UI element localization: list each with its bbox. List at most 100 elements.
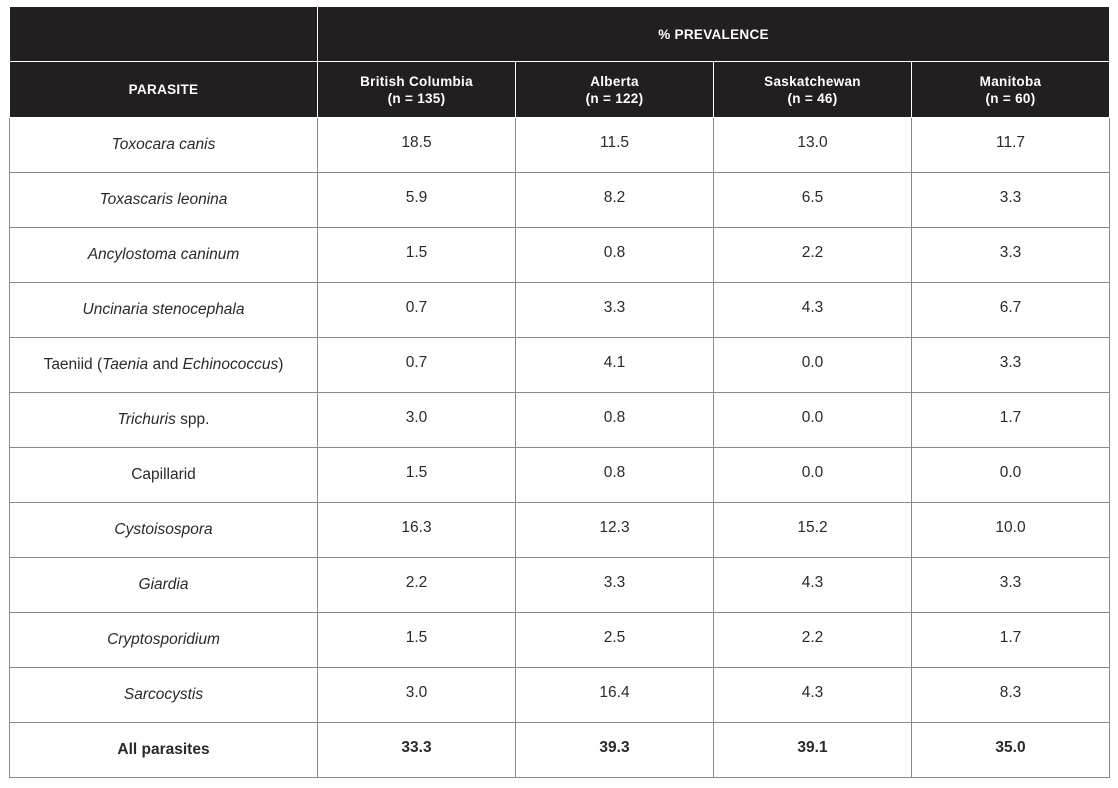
column-header-manitoba: Manitoba (n = 60) — [911, 61, 1110, 118]
column-header-british-columbia: British Columbia (n = 135) — [317, 61, 516, 118]
total-value: 39.1 — [713, 722, 912, 778]
parasite-name: Toxascaris leonina — [9, 172, 318, 228]
parasite-name: Toxocara canis — [9, 117, 318, 173]
table-row: Ancylostoma caninum 1.5 0.8 2.2 3.3 — [9, 227, 1110, 283]
column-sample-size: (n = 60) — [985, 90, 1036, 106]
prevalence-value: 8.2 — [515, 172, 714, 228]
parasite-name-italic: Giardia — [138, 576, 189, 593]
table-row: Toxascaris leonina 5.9 8.2 6.5 3.3 — [9, 172, 1110, 228]
prevalence-value: 11.7 — [911, 117, 1110, 173]
total-value: 33.3 — [317, 722, 516, 778]
parasite-name-italic: Cystoisospora — [114, 521, 213, 538]
parasite-name: Sarcocystis — [9, 667, 318, 723]
parasite-name-italic: Toxascaris leonina — [99, 191, 228, 208]
prevalence-value: 3.3 — [515, 282, 714, 338]
total-label: All parasites — [9, 722, 318, 778]
prevalence-value: 2.2 — [317, 557, 516, 613]
column-name: Alberta — [590, 73, 639, 89]
column-name: British Columbia — [360, 73, 473, 89]
table-row-total: All parasites 33.3 39.3 39.1 35.0 — [9, 722, 1110, 778]
table-row: Cryptosporidium 1.5 2.5 2.2 1.7 — [9, 612, 1110, 668]
parasite-name: Trichuris spp. — [9, 392, 318, 448]
column-name: Saskatchewan — [764, 73, 861, 89]
table-row: Giardia 2.2 3.3 4.3 3.3 — [9, 557, 1110, 613]
table-row: Uncinaria stenocephala 0.7 3.3 4.3 6.7 — [9, 282, 1110, 338]
prevalence-table-container: % PREVALENCE PARASITE British Columbia (… — [9, 6, 1110, 778]
header-corner — [9, 6, 318, 62]
prevalence-value: 0.0 — [713, 447, 912, 503]
prevalence-value: 0.8 — [515, 227, 714, 283]
prevalence-group-header: % PREVALENCE — [317, 6, 1110, 62]
parasite-name: Taeniid (Taenia and Echinococcus) — [9, 337, 318, 393]
prevalence-value: 5.9 — [317, 172, 516, 228]
prevalence-value: 16.3 — [317, 502, 516, 558]
parasite-name: Capillarid — [9, 447, 318, 503]
prevalence-value: 4.3 — [713, 557, 912, 613]
prevalence-table: % PREVALENCE PARASITE British Columbia (… — [9, 6, 1110, 778]
column-sample-size: (n = 122) — [585, 90, 644, 106]
prevalence-value: 0.0 — [911, 447, 1110, 503]
parasite-column-header: PARASITE — [9, 61, 318, 118]
prevalence-value: 16.4 — [515, 667, 714, 723]
prevalence-value: 0.0 — [713, 337, 912, 393]
prevalence-value: 3.3 — [911, 337, 1110, 393]
table-header: % PREVALENCE PARASITE British Columbia (… — [9, 6, 1110, 118]
parasite-name: Cystoisospora — [9, 502, 318, 558]
parasite-name-text: spp. — [175, 411, 210, 428]
parasite-name: Ancylostoma caninum — [9, 227, 318, 283]
prevalence-value: 0.8 — [515, 392, 714, 448]
column-sample-size: (n = 46) — [787, 90, 838, 106]
parasite-name-italic: Echinococcus — [182, 356, 279, 373]
table-row: Taeniid (Taenia and Echinococcus) 0.7 4.1 0… — [9, 337, 1110, 393]
total-value: 39.3 — [515, 722, 714, 778]
parasite-name-text: Capillarid — [131, 466, 196, 483]
prevalence-value: 1.5 — [317, 227, 516, 283]
prevalence-value: 1.7 — [911, 612, 1110, 668]
parasite-name: Uncinaria stenocephala — [9, 282, 318, 338]
parasite-name-italic: Cryptosporidium — [107, 631, 220, 648]
prevalence-value: 10.0 — [911, 502, 1110, 558]
total-value: 35.0 — [911, 722, 1110, 778]
prevalence-value: 13.0 — [713, 117, 912, 173]
prevalence-value: 6.5 — [713, 172, 912, 228]
prevalence-value: 3.3 — [911, 557, 1110, 613]
prevalence-value: 18.5 — [317, 117, 516, 173]
prevalence-value: 0.8 — [515, 447, 714, 503]
prevalence-value: 2.2 — [713, 612, 912, 668]
table-row: Sarcocystis 3.0 16.4 4.3 8.3 — [9, 667, 1110, 723]
column-header-saskatchewan: Saskatchewan (n = 46) — [713, 61, 912, 118]
parasite-name: Cryptosporidium — [9, 612, 318, 668]
prevalence-value: 2.2 — [713, 227, 912, 283]
parasite-name-text: and — [148, 356, 183, 373]
table-body: Toxocara canis 18.5 11.5 13.0 11.7 Toxascaris… — [9, 117, 1110, 778]
parasite-name-italic: Ancylostoma caninum — [87, 246, 240, 263]
parasite-name-text: Taeniid ( — [43, 356, 103, 373]
parasite-name-italic: Toxocara canis — [111, 136, 216, 153]
table-row: Cystoisospora 16.3 12.3 15.2 10.0 — [9, 502, 1110, 558]
column-sample-size: (n = 135) — [387, 90, 446, 106]
parasite-name-italic: Taenia — [102, 356, 149, 373]
parasite-name-italic: Uncinaria stenocephala — [82, 301, 245, 318]
prevalence-value: 0.0 — [713, 392, 912, 448]
prevalence-value: 4.3 — [713, 282, 912, 338]
parasite-name-italic: Trichuris — [117, 411, 176, 428]
table-row: Toxocara canis 18.5 11.5 13.0 11.7 — [9, 117, 1110, 173]
prevalence-value: 11.5 — [515, 117, 714, 173]
parasite-name-text: ) — [278, 356, 284, 373]
prevalence-value: 1.5 — [317, 447, 516, 503]
prevalence-value: 0.7 — [317, 282, 516, 338]
prevalence-value: 3.3 — [515, 557, 714, 613]
prevalence-value: 8.3 — [911, 667, 1110, 723]
prevalence-value: 1.7 — [911, 392, 1110, 448]
prevalence-value: 15.2 — [713, 502, 912, 558]
column-name: Manitoba — [979, 73, 1042, 89]
parasite-name: Giardia — [9, 557, 318, 613]
prevalence-value: 2.5 — [515, 612, 714, 668]
prevalence-value: 1.5 — [317, 612, 516, 668]
table-row: Trichuris spp. 3.0 0.8 0.0 1.7 — [9, 392, 1110, 448]
prevalence-value: 6.7 — [911, 282, 1110, 338]
prevalence-value: 3.0 — [317, 667, 516, 723]
table-row: Capillarid 1.5 0.8 0.0 0.0 — [9, 447, 1110, 503]
prevalence-value: 4.1 — [515, 337, 714, 393]
prevalence-value: 3.3 — [911, 172, 1110, 228]
